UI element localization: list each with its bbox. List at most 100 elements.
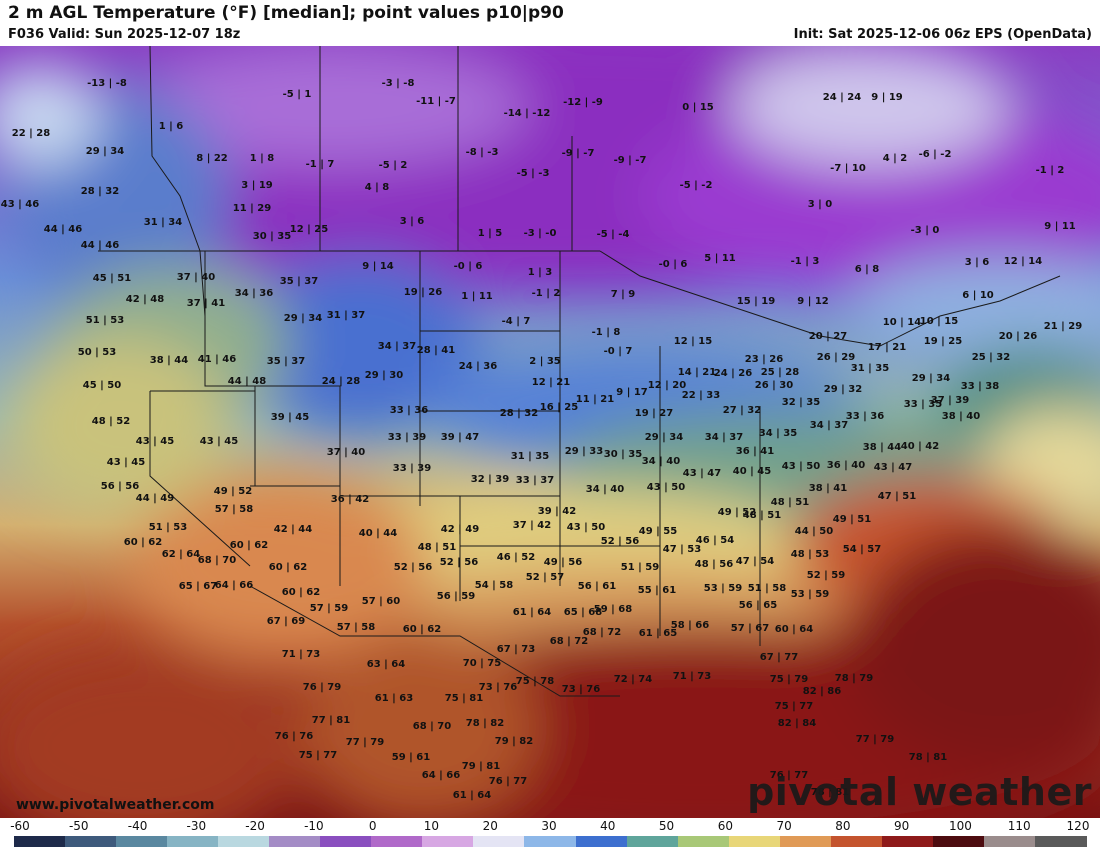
point-value-label: 44 | 46: [44, 224, 82, 235]
point-value-label: -5 | -2: [680, 180, 713, 191]
colorbar-segment: [371, 836, 424, 847]
point-value-label: 30 | 35: [253, 231, 291, 242]
point-value-label: 47 | 54: [736, 556, 774, 567]
colorbar-segment: [1034, 836, 1087, 847]
point-value-label: 43 | 47: [874, 462, 912, 473]
pivotal-weather-logo: pivotal weather: [747, 770, 1092, 814]
point-value-label: 77 | 81: [312, 715, 350, 726]
point-value-label: 78 | 82: [466, 718, 504, 729]
colorbar-label: 50: [658, 819, 675, 833]
point-value-label: 34 | 40: [642, 456, 680, 467]
colorbar-segment: [422, 836, 475, 847]
colorbar-label: 0: [368, 819, 377, 833]
colorbar-label: 60: [717, 819, 733, 833]
colorbar-label: 20: [482, 819, 498, 833]
point-value-label: 49 | 56: [544, 557, 582, 568]
point-value-label: -9 | -7: [614, 155, 647, 166]
point-value-label: 11 | 21: [576, 394, 614, 405]
point-value-label: 4 | 2: [883, 153, 908, 164]
point-value-label: 31 | 37: [327, 310, 365, 321]
colorbar-label: -50: [68, 819, 89, 833]
colorbar-segment: [320, 836, 373, 847]
point-value-label: 52 | 59: [807, 570, 845, 581]
point-value-label: 42 | 49: [441, 524, 479, 535]
point-value-label: -1 | 8: [592, 327, 621, 338]
point-value-label: 36 | 40: [827, 460, 865, 471]
init-time: Init: Sat 2025-12-06 06z EPS (OpenData): [793, 27, 1092, 42]
point-value-label: 25 | 28: [761, 367, 799, 378]
point-value-label: 29 | 32: [824, 384, 862, 395]
point-value-label: 75 | 79: [770, 674, 808, 685]
colorbar-segment: [116, 836, 169, 847]
point-value-label: 56 | 65: [739, 600, 777, 611]
colorbar-labels: -60 -50 -40 -30 -20 -10 0 10 20 30 40 50 60 70 80 90 100…: [0, 818, 1100, 834]
point-value-label: -14 | -12: [504, 108, 551, 119]
colorbar-label: 70: [776, 819, 792, 833]
point-value-label: 30 | 35: [604, 449, 642, 460]
colorbar-segment: [575, 836, 628, 847]
point-value-label: 41 | 46: [198, 354, 236, 365]
point-value-label: -1 | 2: [532, 288, 561, 299]
temperature-map[interactable]: -13 | -8 -5 | 1 -3 | -8 -11 | -7 -14 | -12 -1…: [0, 46, 1100, 818]
point-value-label: -7 | 10: [830, 163, 866, 174]
point-value-label: 32 | 35: [782, 397, 820, 408]
point-value-label: -3 | -0: [524, 228, 557, 239]
point-value-label: 11 | 29: [233, 203, 271, 214]
mexico-border: [249, 585, 620, 697]
point-value-label: 7 | 9: [611, 289, 636, 300]
point-value-label: 61 | 64: [453, 790, 491, 801]
point-value-label: -13 | -8: [87, 78, 127, 89]
colorbar-segment: [830, 836, 883, 847]
point-value-label: 40 | 44: [359, 528, 397, 539]
colorbar-label: -30: [186, 819, 207, 833]
point-value-label: -1 | 7: [306, 159, 335, 170]
point-value-label: 40 | 42: [901, 441, 939, 452]
point-value-label: 3 | 0: [808, 199, 833, 210]
point-value-label: 12 | 15: [674, 336, 712, 347]
point-value-label: 28 | 32: [81, 186, 119, 197]
colorbar-label: 10: [423, 819, 440, 833]
point-value-label: 76 | 77: [770, 770, 808, 781]
point-value-label: 20 | 26: [999, 331, 1037, 342]
point-value-label: 4 | 8: [365, 182, 390, 193]
point-value-label: 71 | 73: [673, 671, 711, 682]
point-value-label: 29 | 33: [565, 446, 603, 457]
point-value-label: 37 | 39: [931, 395, 969, 406]
point-value-label: 3 | 19: [241, 180, 273, 191]
point-value-label: 56 | 56: [101, 481, 139, 492]
point-value-label: 53 | 59: [791, 589, 829, 600]
point-value-label: 12 | 21: [532, 377, 570, 388]
point-value-label: 36 | 41: [736, 446, 774, 457]
point-value-label: 15 | 19: [737, 296, 775, 307]
valid-time: F036 Valid: Sun 2025-12-07 18z: [8, 27, 241, 42]
point-value-label: 0 | 15: [682, 102, 714, 113]
point-value-label: 37 | 40: [177, 272, 215, 283]
point-value-label: 75 | 78: [516, 676, 554, 687]
colorbar-label: -10: [304, 819, 324, 833]
point-value-label: 54 | 58: [475, 580, 513, 591]
point-value-label: -0 | 7: [604, 346, 633, 357]
point-value-label: 29 | 34: [284, 313, 322, 324]
point-value-label: 52 | 56: [394, 562, 432, 573]
point-value-label: 25 | 32: [972, 352, 1010, 363]
point-value-label: 59 | 61: [392, 752, 430, 763]
point-value-label: 6 | 10: [962, 290, 994, 301]
point-value-label: 76 | 76: [275, 731, 313, 742]
point-value-label: 82 | 84: [778, 718, 816, 729]
point-value-label: -1 | 3: [791, 256, 820, 267]
point-value-label: 47 | 51: [878, 491, 916, 502]
point-value-label: 77 | 79: [346, 737, 384, 748]
point-value-label: 61 | 63: [375, 693, 413, 704]
point-value-label: 14 | 21: [678, 367, 716, 378]
site-url[interactable]: www.pivotalweather.com: [16, 797, 215, 813]
point-value-label: 29 | 34: [86, 146, 124, 157]
point-value-label: 12 | 20: [648, 380, 686, 391]
point-value-label: 43 | 45: [136, 436, 174, 447]
point-value-label: 39 | 42: [538, 506, 576, 517]
point-value-label: 52 | 56: [601, 536, 639, 547]
point-value-label: 6 | 8: [855, 264, 880, 275]
point-value-label: 55 | 61: [638, 585, 676, 596]
point-value-label: 9 | 11: [1044, 221, 1076, 232]
point-value-label: 48 | 51: [418, 542, 456, 553]
point-value-label: 60 | 62: [124, 537, 162, 548]
